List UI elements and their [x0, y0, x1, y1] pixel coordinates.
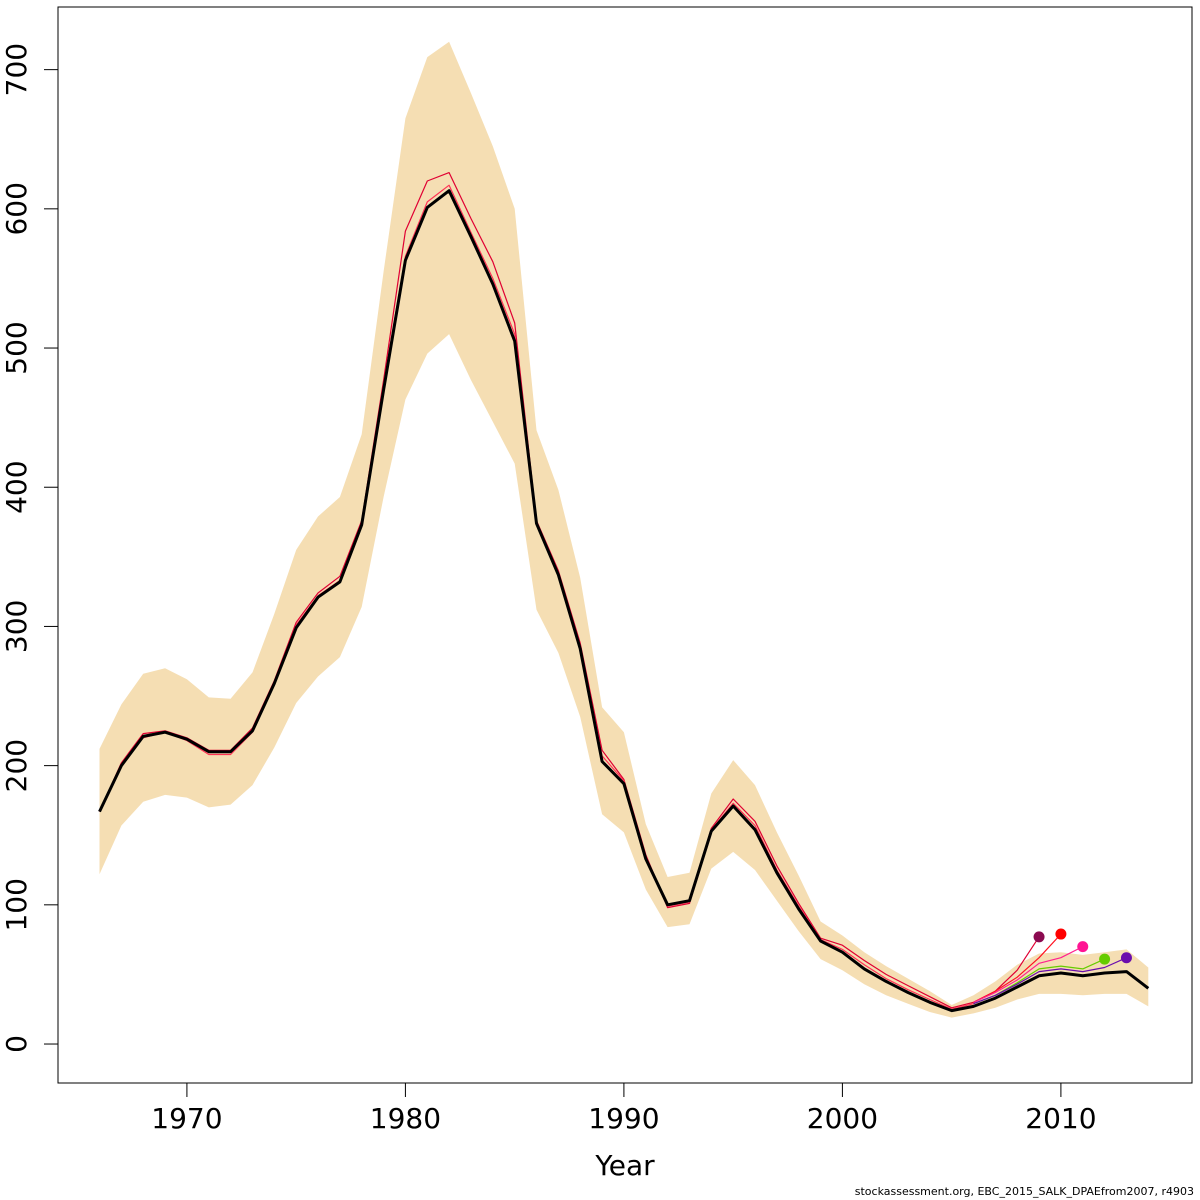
series-line-retro-3	[973, 946, 1084, 1003]
y-tick-label: 600	[0, 182, 33, 235]
x-axis: 1970 1980 1990 2000 2010	[151, 1082, 1097, 1135]
y-tick-label: 200	[0, 739, 33, 792]
x-tick-label: 2010	[1025, 1102, 1096, 1135]
series-line-retro-2	[973, 933, 1062, 1003]
marker-layer	[1033, 928, 1132, 965]
series-end-marker-4	[1099, 953, 1111, 965]
x-tick-label: 1980	[370, 1102, 441, 1135]
series-line-retro-5	[973, 957, 1127, 1005]
y-tick-label: 400	[0, 460, 33, 513]
x-tick-label: 1970	[151, 1102, 222, 1135]
series-end-marker-3	[1077, 941, 1089, 953]
confidence-band-layer	[99, 41, 1149, 1018]
series-layer	[98, 172, 1150, 1013]
series-line-main	[98, 189, 1150, 1013]
series-end-marker-2	[1055, 928, 1067, 940]
x-tick-label: 2000	[807, 1102, 878, 1135]
x-axis-title: Year	[594, 1149, 655, 1182]
y-tick-label: 700	[0, 43, 33, 96]
confidence-band	[99, 41, 1149, 1018]
plot-frame	[57, 6, 1193, 1084]
y-tick-label: 0	[0, 1035, 33, 1053]
y-tick-label: 500	[0, 321, 33, 374]
y-axis: 0 100 200 300 400 500 600 700	[0, 43, 59, 1053]
series-end-marker-1	[1033, 931, 1045, 943]
y-tick-label: 100	[0, 878, 33, 931]
y-tick-label: 300	[0, 600, 33, 653]
x-tick-label: 1990	[588, 1102, 659, 1135]
series-end-marker-5	[1120, 952, 1132, 964]
footer-source-text: stockassessment.org, EBC_2015_SALK_DPAEf…	[854, 1185, 1194, 1198]
